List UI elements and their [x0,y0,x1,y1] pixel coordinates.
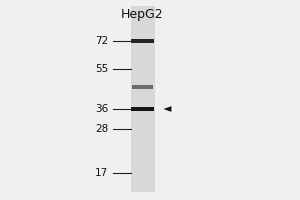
Text: 55: 55 [95,64,108,74]
Bar [131,39,154,43]
Polygon shape [164,106,171,112]
Text: HepG2: HepG2 [121,8,164,21]
Text: 36: 36 [95,104,108,114]
Text: 17: 17 [95,168,108,178]
Bar [130,6,154,192]
Text: 72: 72 [95,36,108,46]
Bar [132,85,153,89]
Text: 28: 28 [95,124,108,134]
Bar [131,107,154,111]
